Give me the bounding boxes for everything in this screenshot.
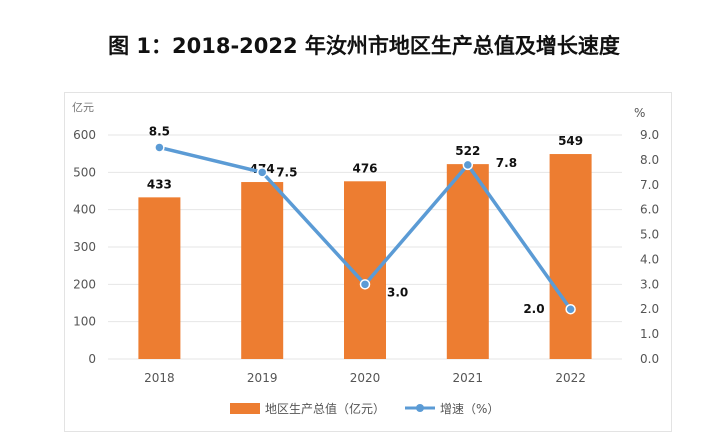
growth-point-2022	[565, 303, 576, 315]
right-tick-label: 4.0	[640, 252, 659, 266]
right-tick-label: 3.0	[640, 277, 659, 291]
x-tick-label: 2020	[350, 371, 381, 385]
line-label: 7.5	[276, 165, 297, 179]
x-tick-label: 2019	[247, 371, 278, 385]
bar-2022	[549, 154, 592, 359]
x-tick-label: 2022	[555, 371, 586, 385]
growth-point-2019	[256, 167, 268, 178]
left-tick-label: 600	[73, 128, 96, 142]
left-tick-label: 400	[73, 203, 96, 217]
right-tick-label: 0.0	[640, 352, 659, 366]
right-tick-label: 7.0	[640, 178, 659, 192]
bar-2018	[138, 197, 181, 359]
growth-point-2020	[359, 279, 371, 290]
chart-title: 图 1：2018-2022 年汝州市地区生产总值及增长速度	[108, 34, 620, 58]
left-tick-label: 300	[73, 240, 96, 254]
growth-point-2021	[462, 159, 474, 171]
legend-bar-swatch	[230, 403, 260, 414]
line-label: 7.8	[496, 156, 517, 170]
bar-2021	[446, 164, 489, 359]
growth-point-2018	[154, 142, 165, 153]
bar-label: 433	[147, 177, 172, 191]
x-tick-label: 2021	[453, 371, 484, 385]
right-tick-label: 8.0	[640, 153, 659, 167]
legend-bar-label: 地区生产总值（亿元）	[265, 401, 385, 416]
line-label: 8.5	[149, 124, 170, 138]
left-axis-unit: 亿元	[72, 101, 94, 114]
right-tick-label: 5.0	[640, 228, 659, 242]
left-tick-label: 500	[73, 165, 96, 179]
x-tick-label: 2018	[144, 371, 175, 385]
left-tick-label: 100	[73, 315, 96, 329]
line-label: 2.0	[523, 302, 544, 316]
right-axis-unit: %	[634, 106, 645, 120]
legend-line-label: 增速（%）	[440, 402, 499, 416]
left-tick-label: 200	[73, 277, 96, 291]
chart-frame	[64, 92, 672, 432]
right-tick-label: 2.0	[640, 302, 659, 316]
bar-label: 549	[558, 134, 583, 148]
bar-label: 522	[455, 144, 480, 158]
right-tick-label: 6.0	[640, 203, 659, 217]
bar-label: 476	[352, 161, 377, 175]
left-tick-label: 0	[88, 352, 96, 366]
legend-line-marker	[416, 404, 424, 412]
line-label: 3.0	[387, 285, 408, 299]
right-tick-label: 1.0	[640, 327, 659, 341]
bar-2019	[241, 182, 284, 359]
right-tick-label: 9.0	[640, 128, 659, 142]
